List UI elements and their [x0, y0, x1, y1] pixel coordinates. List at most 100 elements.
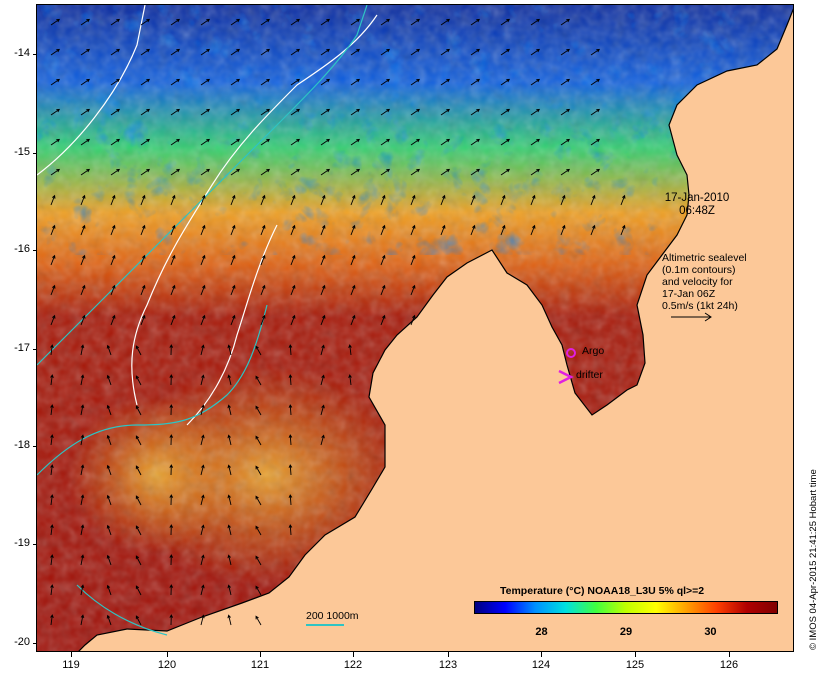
velocity-arrow [320, 254, 326, 266]
velocity-arrow [200, 224, 206, 236]
velocity-arrow [50, 494, 54, 506]
velocity-arrow [200, 284, 206, 296]
velocity-arrow [350, 254, 356, 266]
argo-legend-label: Argo [582, 345, 605, 357]
lat-tickmark [33, 446, 37, 447]
velocity-arrow [230, 18, 241, 26]
velocity-arrow [380, 168, 391, 176]
velocity-arrow [288, 404, 293, 416]
velocity-arrow [470, 138, 481, 146]
sst-map[interactable] [36, 4, 794, 652]
velocity-arrow [135, 375, 142, 386]
velocity-arrow [200, 584, 205, 596]
velocity-arrow [200, 344, 205, 356]
velocity-arrow [560, 224, 566, 236]
velocity-arrow [560, 194, 566, 206]
sea-level-contour [131, 14, 378, 406]
velocity-arrow [110, 108, 121, 116]
velocity-arrow [50, 254, 56, 266]
velocity-arrow [320, 344, 325, 356]
velocity-arrow [106, 584, 112, 596]
velocity-arrow [560, 108, 571, 116]
lat-tick-label: -18 [14, 439, 30, 451]
velocity-arrow [200, 78, 211, 86]
velocity-arrow [380, 18, 391, 26]
velocity-arrow [106, 434, 112, 446]
velocity-arrow [410, 168, 421, 176]
velocity-arrow [560, 18, 571, 26]
velocity-arrow [50, 284, 56, 296]
velocity-arrow [50, 404, 54, 416]
drifter-marker[interactable] [558, 369, 574, 385]
velocity-arrow [290, 48, 301, 56]
sea-level-contour [186, 224, 278, 426]
velocity-arrow [260, 314, 266, 326]
velocity-arrow [50, 18, 61, 26]
velocity-arrow [50, 224, 56, 236]
velocity-arrow [620, 194, 626, 206]
velocity-arrow [380, 138, 391, 146]
velocity-arrow [170, 168, 181, 176]
velocity-arrow [227, 464, 232, 476]
velocity-arrow [260, 168, 271, 176]
velocity-arrow [255, 375, 262, 386]
velocity-arrow [500, 194, 506, 206]
velocity-arrow [110, 224, 116, 236]
colorbar-title: Temperature (°C) NOAA18_L3U 5% ql>=2 [500, 585, 705, 597]
velocity-arrow [135, 555, 142, 566]
velocity-arrow [590, 48, 601, 56]
velocity-arrow [50, 314, 56, 326]
velocity-arrow [410, 224, 416, 236]
argo-float-marker[interactable] [566, 348, 576, 358]
velocity-arrow [260, 194, 266, 206]
velocity-arrows [50, 18, 626, 626]
sea-level-contour [37, 5, 146, 176]
velocity-arrow [560, 168, 571, 176]
altimetry-line: 0.5m/s (1kt 24h) [662, 300, 738, 312]
velocity-arrow [530, 168, 541, 176]
velocity-arrow [170, 48, 181, 56]
velocity-arrow [288, 464, 293, 476]
velocity-arrow [530, 18, 541, 26]
velocity-arrow [320, 18, 331, 26]
velocity-arrow [255, 615, 262, 626]
velocity-arrow [110, 284, 116, 296]
velocity-arrow [440, 224, 446, 236]
velocity-arrow [410, 284, 416, 296]
velocity-arrow [80, 108, 91, 116]
velocity-arrow [80, 434, 85, 446]
depth-contour [37, 304, 268, 476]
velocity-arrow [348, 344, 352, 356]
lat-tick-label: -15 [14, 146, 30, 158]
velocity-arrow [230, 48, 241, 56]
velocity-arrow [140, 168, 151, 176]
altimetry-legend: Altimetric sealevel (0.1m contours) and … [662, 252, 772, 312]
lat-tickmark [33, 544, 37, 545]
velocity-arrow [410, 108, 421, 116]
velocity-arrow [380, 108, 391, 116]
velocity-arrow [380, 314, 386, 326]
velocity-arrow [50, 48, 61, 56]
velocity-arrow [80, 168, 91, 176]
velocity-arrow [290, 224, 296, 236]
velocity-arrow [140, 108, 151, 116]
velocity-arrow [410, 194, 416, 206]
lon-tick-label: 119 [62, 659, 80, 671]
velocity-arrow [260, 254, 266, 266]
velocity-arrow [227, 374, 232, 386]
velocity-arrow [170, 194, 176, 206]
velocity-arrow [170, 78, 181, 86]
velocity-arrow [230, 194, 236, 206]
velocity-arrow [255, 495, 262, 506]
velocity-arrow [50, 374, 54, 386]
velocity-arrow [350, 48, 361, 56]
velocity-arrow [140, 48, 151, 56]
velocity-arrow [227, 434, 232, 446]
velocity-arrow [288, 344, 293, 356]
lat-tickmark [33, 250, 37, 251]
lon-tick-label: 123 [438, 659, 458, 671]
velocity-arrow [200, 614, 205, 626]
colorbar-tick-label: 28 [535, 626, 548, 638]
velocity-arrow [50, 344, 54, 356]
velocity-arrow [290, 254, 296, 266]
